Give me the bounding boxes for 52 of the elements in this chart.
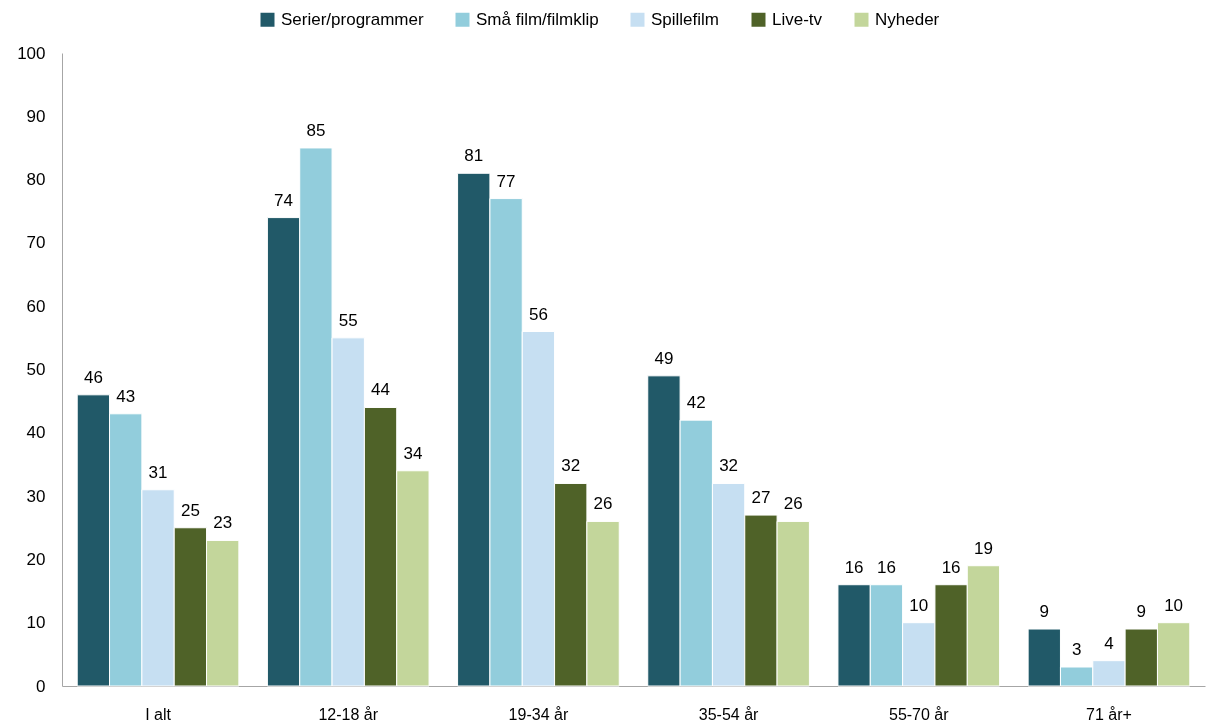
y-tick-label: 90: [26, 106, 46, 126]
x-tick-label: 71 år+: [1086, 705, 1132, 722]
data-label: 31: [148, 462, 168, 482]
data-label: 27: [751, 488, 771, 508]
data-label: 85: [306, 120, 326, 140]
x-tick-label: 55-70 år: [888, 705, 950, 722]
y-tick-label: 80: [26, 170, 46, 190]
legend-label: Små film/filmklip: [476, 9, 599, 29]
data-label: 23: [213, 513, 233, 533]
data-label: 9: [1136, 602, 1147, 622]
legend-label: Nyheder: [875, 9, 940, 29]
legend-label: Serier/programmer: [281, 9, 424, 29]
x-tick-label: I alt: [145, 705, 172, 722]
data-label: 81: [464, 146, 484, 166]
x-tick-label: 35-54 år: [698, 705, 760, 722]
data-label: 26: [783, 494, 803, 514]
data-label: 26: [593, 494, 613, 514]
data-label: 56: [528, 304, 548, 324]
legend-label: Live-tv: [772, 9, 823, 29]
data-label: 9: [1039, 602, 1050, 622]
data-label: 42: [686, 393, 706, 413]
data-label: 46: [83, 367, 103, 387]
x-tick-label: 19-34 år: [508, 705, 569, 722]
data-label: 10: [909, 595, 929, 615]
data-label: 32: [719, 456, 739, 476]
y-tick-label: 20: [26, 549, 46, 569]
y-tick-label: 40: [26, 423, 46, 443]
y-tick-label: 50: [26, 360, 46, 379]
data-label: 34: [403, 443, 423, 463]
data-label: 32: [561, 456, 581, 476]
data-label: 49: [654, 348, 674, 368]
data-label: 43: [116, 386, 136, 406]
data-label: 16: [876, 557, 896, 577]
data-label: 3: [1071, 640, 1082, 660]
data-label: 16: [844, 557, 864, 577]
data-label: 16: [941, 557, 961, 577]
x-tick-label: 12-18 år: [318, 705, 379, 722]
data-label: 77: [496, 171, 516, 191]
data-label: 25: [180, 500, 200, 520]
data-label: 44: [371, 380, 391, 400]
y-tick-label: 60: [26, 296, 46, 316]
y-tick-label: 0: [36, 676, 46, 696]
data-label: 19: [973, 538, 993, 558]
data-label: 74: [274, 190, 294, 210]
y-tick-label: 100: [17, 43, 46, 63]
data-label: 55: [338, 310, 358, 330]
y-tick-label: 70: [26, 233, 46, 253]
y-tick-label: 10: [26, 613, 46, 633]
legend-label: Spillefilm: [651, 9, 720, 29]
y-tick-label: 30: [26, 486, 46, 506]
data-label: 10: [1164, 595, 1184, 615]
data-label: 4: [1104, 633, 1114, 653]
